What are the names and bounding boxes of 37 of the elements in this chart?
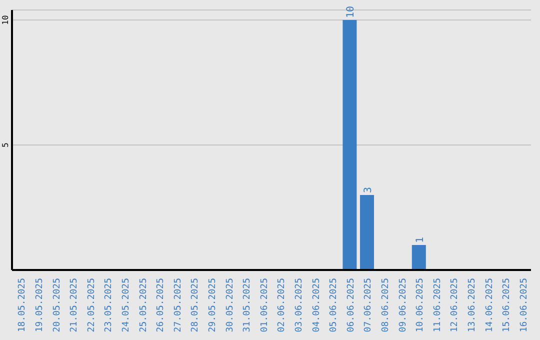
x-tick-label: 14.06.2025: [484, 278, 495, 332]
x-tick-label: 18.05.2025: [18, 278, 28, 332]
x-tick-label: 26.05.2025: [156, 278, 166, 332]
x-tick-label: 05.06.2025: [329, 278, 340, 332]
bar: [360, 195, 374, 270]
data-label: 1: [414, 236, 426, 243]
x-tick-label: 30.05.2025: [225, 278, 236, 332]
x-tick-label: 08.06.2025: [380, 278, 391, 332]
x-tick-label: 03.06.2025: [294, 278, 304, 332]
x-tick-label: 28.05.2025: [190, 278, 201, 332]
data-label: 3: [363, 186, 374, 193]
x-tick-label: 22.05.2025: [86, 278, 97, 332]
x-tick-label: 23.05.2025: [104, 278, 114, 332]
x-tick-label: 01.06.2025: [260, 278, 270, 332]
x-tick-label: 10.06.2025: [416, 278, 426, 332]
bar: [342, 20, 357, 270]
x-tick-label: 16.06.2025: [519, 278, 530, 332]
x-tick-label: 02.06.2025: [277, 278, 288, 332]
x-tick-label: 27.05.2025: [173, 278, 184, 332]
x-tick-label: 25.05.2025: [138, 278, 149, 332]
x-tick-label: 21.05.2025: [70, 278, 80, 332]
x-tick-label: 07.06.2025: [364, 278, 374, 332]
x-tick-label: 09.06.2025: [398, 278, 408, 332]
x-tick-label: 12.06.2025: [450, 278, 460, 332]
x-tick-label: 15.06.2025: [502, 278, 512, 332]
x-tick-label: 04.06.2025: [312, 278, 322, 332]
x-tick-label: 20.05.2025: [52, 278, 62, 332]
bar: [412, 245, 426, 270]
y-tick-label: 5: [1, 142, 10, 148]
x-tick-label: 19.05.2025: [34, 278, 45, 332]
x-tick-label: 24.05.2025: [121, 278, 132, 332]
data-label: 10: [346, 6, 357, 18]
x-tick-label: 13.06.2025: [467, 278, 478, 332]
x-tick-label: 11.06.2025: [432, 278, 443, 332]
x-tick-label: 06.06.2025: [346, 278, 356, 332]
x-tick-label: 29.05.2025: [208, 278, 218, 332]
x-tick-label: 31.05.2025: [242, 278, 253, 332]
